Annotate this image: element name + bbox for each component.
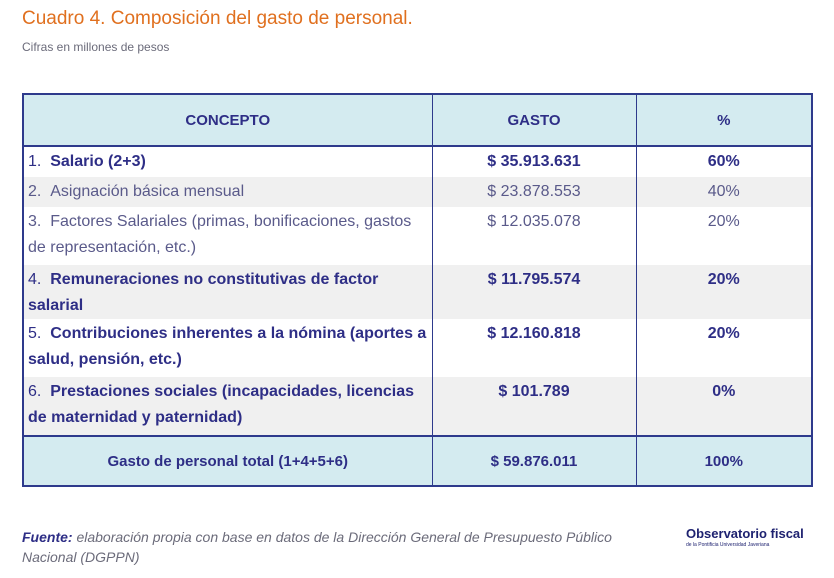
percent-cell: 20%	[707, 325, 740, 342]
source-label: Fuente:	[22, 529, 73, 545]
amount-cell: $ 11.795.574	[432, 265, 637, 319]
row-index: 4.	[28, 271, 42, 288]
table-row: 3. Factores Salariales (primas, bonifica…	[23, 207, 812, 265]
concept-cell: 2. Asignación básica mensual	[23, 177, 433, 207]
concept-text: Prestaciones sociales (incapacidades, li…	[28, 383, 414, 426]
logo-name: Observatorio fiscal	[686, 526, 804, 541]
table-row: 1. Salario (2+3) $ 35.913.631 60%	[23, 146, 812, 177]
concept-cell: 1. Salario (2+3)	[23, 146, 433, 177]
concept-text: Remuneraciones no constitutivas de facto…	[28, 271, 379, 314]
concept-cell: 4. Remuneraciones no constitutivas de fa…	[23, 265, 433, 319]
concept-text: Factores Salariales (primas, bonificacio…	[28, 213, 412, 256]
table-row: 2. Asignación básica mensual $ 23.878.55…	[23, 177, 812, 207]
amount-cell: $ 12.160.818	[432, 319, 637, 377]
header-percent: %	[636, 94, 812, 147]
concept-text: Contribuciones inherentes a la nómina (a…	[28, 325, 427, 368]
amount-cell: $ 23.878.553	[432, 177, 637, 207]
header-gasto: GASTO	[432, 94, 637, 147]
table-row: 4. Remuneraciones no constitutivas de fa…	[23, 265, 812, 319]
table-row: 6. Prestaciones sociales (incapacidades,…	[23, 377, 812, 436]
row-index: 1.	[28, 153, 42, 170]
concept-text: Asignación básica mensual	[50, 183, 245, 200]
concept-cell: 3. Factores Salariales (primas, bonifica…	[23, 207, 433, 265]
page-title: Cuadro 4. Composición del gasto de perso…	[22, 8, 413, 29]
percent-cell: 20%	[707, 213, 740, 230]
percent-cell: 0%	[636, 377, 812, 436]
source-note: Fuente: elaboración propia con base en d…	[22, 527, 632, 567]
table-total-row: Gasto de personal total (1+4+5+6) $ 59.8…	[23, 435, 812, 486]
amount-cell: $ 101.789	[432, 377, 637, 436]
expense-table: CONCEPTO GASTO % 1. Salario (2+3) $ 35.9…	[22, 93, 813, 487]
total-amount-cell: $ 59.876.011	[432, 435, 637, 486]
source-text: elaboración propia con base en datos de …	[22, 529, 612, 565]
total-concept-cell: Gasto de personal total (1+4+5+6)	[23, 435, 433, 486]
concept-text: Salario (2+3)	[50, 153, 146, 170]
percent-cell: 60%	[707, 153, 740, 170]
page-subtitle: Cifras en millones de pesos	[22, 40, 170, 54]
concept-cell: 5. Contribuciones inherentes a la nómina…	[23, 319, 433, 377]
header-concepto: CONCEPTO	[23, 94, 433, 147]
table-header-row: CONCEPTO GASTO %	[23, 94, 812, 147]
percent-cell: 40%	[636, 177, 812, 207]
observatorio-logo: Observatorio fiscal de la Pontificia Uni…	[686, 526, 816, 548]
total-percent-cell: 100%	[636, 435, 812, 486]
row-index: 5.	[28, 325, 42, 342]
logo-subtitle: de la Pontificia Universidad Javeriana	[686, 542, 770, 548]
row-index: 3.	[28, 213, 42, 230]
row-index: 6.	[28, 383, 42, 400]
table-row: 5. Contribuciones inherentes a la nómina…	[23, 319, 812, 377]
amount-cell: $ 12.035.078	[432, 207, 637, 265]
percent-cell: 20%	[636, 265, 812, 319]
row-index: 2.	[28, 183, 42, 200]
concept-cell: 6. Prestaciones sociales (incapacidades,…	[23, 377, 433, 436]
amount-cell: $ 35.913.631	[432, 146, 637, 177]
